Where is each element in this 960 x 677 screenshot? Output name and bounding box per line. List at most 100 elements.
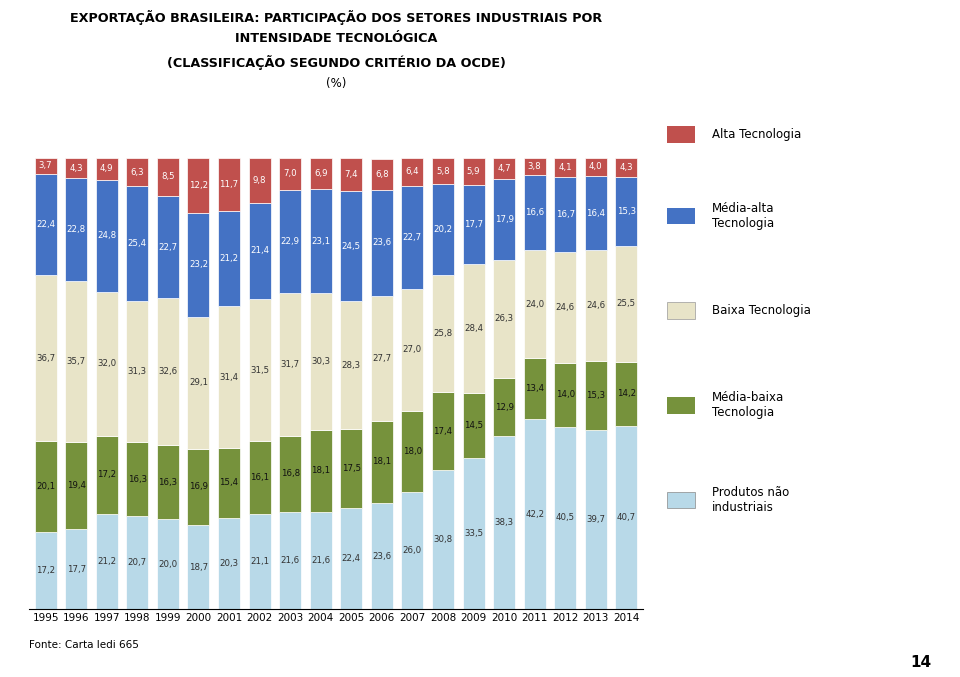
Bar [279, 158, 301, 190]
Text: 3,8: 3,8 [528, 162, 541, 171]
Bar [96, 179, 118, 292]
Bar [463, 158, 485, 185]
Bar [493, 378, 516, 437]
Bar [127, 516, 148, 609]
Bar [524, 358, 545, 419]
Text: 31,4: 31,4 [220, 373, 239, 382]
Bar [524, 419, 545, 609]
Text: 16,6: 16,6 [525, 208, 544, 217]
Text: 28,3: 28,3 [342, 361, 361, 370]
Bar [585, 430, 607, 609]
Bar [524, 250, 545, 358]
Text: Produtos não
industriais: Produtos não industriais [712, 486, 789, 515]
Bar [96, 436, 118, 514]
Text: 14,2: 14,2 [617, 389, 636, 398]
Text: 17,7: 17,7 [464, 220, 483, 229]
Bar [340, 158, 362, 191]
Bar [156, 196, 179, 299]
Bar [187, 449, 209, 525]
Bar [127, 442, 148, 516]
Text: 6,3: 6,3 [131, 168, 144, 177]
Text: Média-alta
Tecnologia: Média-alta Tecnologia [712, 202, 775, 230]
Text: 24,6: 24,6 [556, 303, 575, 312]
Bar [585, 158, 607, 176]
Text: 30,3: 30,3 [311, 357, 330, 366]
Text: 14,0: 14,0 [556, 391, 575, 399]
Text: 32,6: 32,6 [158, 368, 178, 376]
Text: 21,1: 21,1 [250, 557, 269, 566]
Text: 17,5: 17,5 [342, 464, 361, 473]
Bar [65, 529, 87, 609]
Text: 22,9: 22,9 [280, 237, 300, 246]
Bar [249, 299, 271, 441]
Bar [401, 289, 423, 411]
Text: 23,6: 23,6 [372, 238, 392, 247]
Bar [310, 293, 332, 430]
Text: 7,0: 7,0 [283, 169, 297, 178]
Text: 25,8: 25,8 [433, 329, 452, 338]
Text: 5,9: 5,9 [467, 167, 480, 176]
Text: 21,2: 21,2 [97, 557, 116, 566]
Text: 18,7: 18,7 [189, 563, 208, 571]
Text: 16,1: 16,1 [250, 473, 269, 482]
Bar [463, 393, 485, 458]
Bar [156, 445, 179, 519]
Text: 16,8: 16,8 [280, 469, 300, 479]
Bar [127, 186, 148, 301]
Text: 22,8: 22,8 [66, 225, 85, 234]
Bar [310, 512, 332, 609]
Text: 11,7: 11,7 [220, 180, 239, 189]
Bar [554, 253, 576, 364]
Text: 14: 14 [910, 655, 931, 670]
Bar [279, 512, 301, 609]
Text: 7,4: 7,4 [345, 170, 358, 179]
Bar [35, 174, 57, 276]
Bar [187, 158, 209, 213]
Bar [65, 178, 87, 281]
Bar [249, 202, 271, 299]
Text: 17,4: 17,4 [433, 427, 452, 435]
Bar [127, 301, 148, 442]
Bar [585, 361, 607, 430]
Text: 9,8: 9,8 [252, 176, 266, 185]
Bar [310, 158, 332, 189]
Text: 21,4: 21,4 [250, 246, 269, 255]
Bar [65, 442, 87, 529]
Text: (%): (%) [325, 77, 347, 90]
Bar [371, 190, 393, 296]
Text: 24,8: 24,8 [97, 231, 116, 240]
Text: 24,6: 24,6 [587, 301, 606, 310]
Bar [554, 364, 576, 427]
Text: 25,5: 25,5 [617, 299, 636, 309]
Bar [35, 158, 57, 174]
Text: 17,7: 17,7 [66, 565, 85, 574]
Text: 27,7: 27,7 [372, 354, 392, 363]
Text: 38,3: 38,3 [494, 519, 514, 527]
Text: 15,3: 15,3 [617, 207, 636, 217]
Text: INTENSIDADE TECNOLÓGICA: INTENSIDADE TECNOLÓGICA [235, 32, 437, 45]
Text: 4,0: 4,0 [589, 162, 603, 171]
Text: 16,3: 16,3 [128, 475, 147, 483]
Bar [35, 441, 57, 531]
Text: 16,3: 16,3 [158, 478, 178, 487]
Bar [279, 436, 301, 512]
Bar [615, 426, 637, 609]
Text: Alta Tecnologia: Alta Tecnologia [712, 128, 802, 141]
Text: 32,0: 32,0 [97, 359, 116, 368]
Text: 24,0: 24,0 [525, 300, 544, 309]
Text: Baixa Tecnologia: Baixa Tecnologia [712, 304, 811, 318]
Bar [127, 158, 148, 186]
Text: 18,1: 18,1 [372, 458, 392, 466]
Text: 6,9: 6,9 [314, 169, 327, 178]
Bar [187, 318, 209, 449]
Bar [218, 158, 240, 211]
Text: 15,3: 15,3 [587, 391, 606, 400]
Text: Média-baixa
Tecnologia: Média-baixa Tecnologia [712, 391, 784, 420]
Bar [463, 265, 485, 393]
Bar [401, 411, 423, 492]
Text: 22,7: 22,7 [158, 242, 178, 252]
Text: 21,6: 21,6 [280, 556, 300, 565]
Bar [371, 503, 393, 609]
Bar [585, 250, 607, 361]
Bar [493, 158, 516, 179]
